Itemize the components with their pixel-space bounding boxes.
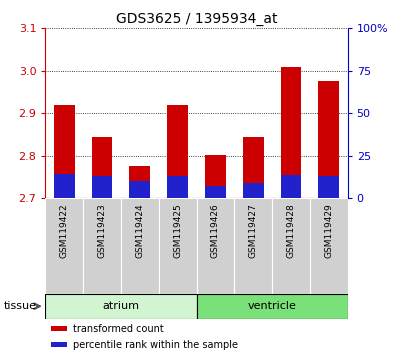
Bar: [243, 137, 263, 198]
Bar: [280, 175, 301, 198]
Bar: [167, 105, 188, 198]
Text: GSM119425: GSM119425: [173, 203, 182, 258]
Bar: [280, 67, 301, 198]
Bar: [45, 198, 83, 294]
Bar: [83, 198, 121, 294]
Text: GSM119424: GSM119424: [135, 203, 144, 258]
Text: GSM119422: GSM119422: [60, 203, 69, 258]
Text: GSM119427: GSM119427: [249, 203, 258, 258]
Text: transformed count: transformed count: [73, 324, 164, 334]
Bar: [197, 198, 234, 294]
Title: GDS3625 / 1395934_at: GDS3625 / 1395934_at: [116, 12, 277, 26]
Bar: [51, 342, 67, 347]
Bar: [205, 155, 226, 198]
Bar: [54, 173, 75, 198]
Bar: [197, 294, 348, 319]
Text: GSM119423: GSM119423: [98, 203, 107, 258]
Bar: [92, 137, 113, 198]
Text: atrium: atrium: [102, 301, 139, 311]
Text: GSM119426: GSM119426: [211, 203, 220, 258]
Text: tissue: tissue: [4, 301, 37, 311]
Bar: [205, 186, 226, 198]
Bar: [92, 176, 113, 198]
Bar: [310, 198, 348, 294]
Bar: [159, 198, 197, 294]
Bar: [167, 176, 188, 198]
Text: ventricle: ventricle: [248, 301, 297, 311]
Bar: [318, 81, 339, 198]
Bar: [121, 198, 159, 294]
Bar: [45, 294, 197, 319]
Bar: [272, 198, 310, 294]
Bar: [54, 105, 75, 198]
Bar: [130, 166, 150, 198]
Bar: [234, 198, 272, 294]
Bar: [51, 326, 67, 331]
Bar: [243, 183, 263, 198]
Bar: [130, 181, 150, 198]
Text: percentile rank within the sample: percentile rank within the sample: [73, 340, 238, 350]
Bar: [318, 176, 339, 198]
Text: GSM119429: GSM119429: [324, 203, 333, 258]
Text: GSM119428: GSM119428: [286, 203, 295, 258]
